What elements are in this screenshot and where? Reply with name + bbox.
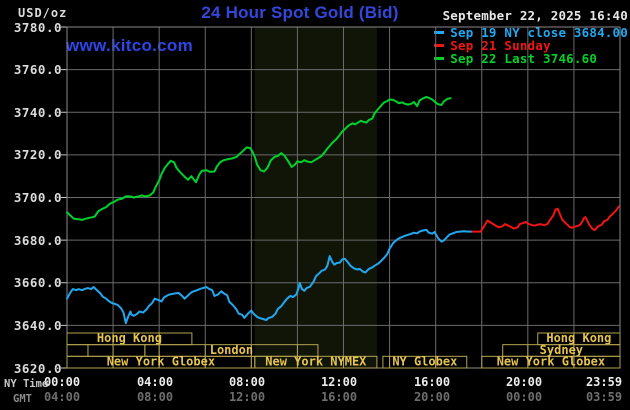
- series-line-1: [471, 205, 620, 233]
- x-tick-label-gmt: 16:00: [320, 390, 358, 404]
- y-axis-unit-label: USD/oz: [18, 6, 68, 20]
- session-box: [66, 344, 89, 357]
- session-label: Sydney: [540, 343, 583, 357]
- legend-label: Sep 21 Sunday: [450, 38, 551, 53]
- y-tick-label: 3780.0: [13, 19, 62, 35]
- y-tick-label: 3760.0: [13, 62, 62, 78]
- series-line-2: [66, 95, 452, 221]
- x-tick-label-ny: 20:00: [505, 375, 543, 389]
- x-tick-label-gmt: 20:00: [413, 390, 451, 404]
- y-tick-label: 3720.0: [13, 147, 62, 163]
- y-tick-label: 3700.0: [13, 190, 62, 205]
- session-label: Hong Kong: [97, 331, 162, 345]
- x-tick-label-ny: 23:59: [585, 375, 623, 389]
- session-label: London: [210, 343, 253, 357]
- session-label: New York Globex: [497, 355, 605, 369]
- session-label: Hong Kong: [546, 331, 611, 345]
- kitco-watermark-link[interactable]: www.kitco.com: [66, 36, 194, 55]
- session-box: [254, 355, 378, 369]
- series-dash-icon: [434, 44, 445, 47]
- y-tick-label: 3660.0: [13, 275, 62, 291]
- legend-item: Sep 21 Sunday: [434, 38, 628, 53]
- series-dash-icon: [434, 31, 445, 34]
- x-axis-ny-time-header: NY Time: [4, 378, 49, 390]
- y-tick-label: 3620.0: [13, 360, 62, 376]
- x-tick-label-gmt: 08:00: [136, 390, 174, 404]
- session-box: [481, 355, 621, 369]
- legend-label: Sep 19 NY close 3684.00: [450, 25, 628, 40]
- chart-datetime: September 22, 2025 16:40: [442, 8, 628, 23]
- page-title: 24 Hour Spot Gold (Bid): [201, 3, 399, 22]
- x-tick-label-gmt: 03:59: [585, 390, 623, 404]
- x-tick-label-ny: 08:00: [228, 375, 266, 389]
- x-tick-label-ny: 16:00: [413, 375, 451, 389]
- x-tick-label-gmt: 00:00: [505, 390, 543, 404]
- legend: Sep 19 NY close 3684.00 Sep 21 Sunday Se…: [434, 25, 628, 66]
- x-tick-label-gmt: 04:00: [43, 390, 81, 404]
- series-line-0: [66, 228, 474, 325]
- x-tick-label-ny: 00:00: [43, 375, 81, 389]
- y-tick-label: 3640.0: [13, 317, 62, 333]
- legend-label: Sep 22 Last 3746.60: [450, 51, 598, 66]
- y-tick-label: 3740.0: [13, 104, 62, 120]
- x-tick-label-gmt: 12:00: [228, 390, 266, 404]
- legend-item: Sep 22 Last 3746.60: [434, 51, 628, 66]
- x-tick-label-ny: 04:00: [136, 375, 174, 389]
- y-tick-label: 3680.0: [13, 232, 62, 248]
- session-label: New York NYMEX: [265, 355, 367, 369]
- legend-item: Sep 19 NY close 3684.00: [434, 25, 628, 40]
- session-label: New York Globex: [107, 355, 215, 369]
- series-dash-icon: [434, 57, 445, 60]
- x-tick-label-ny: 12:00: [320, 375, 358, 389]
- session-label: NY Globex: [392, 355, 457, 369]
- session-box: [382, 355, 468, 369]
- x-axis-gmt-header: GMT: [13, 393, 32, 405]
